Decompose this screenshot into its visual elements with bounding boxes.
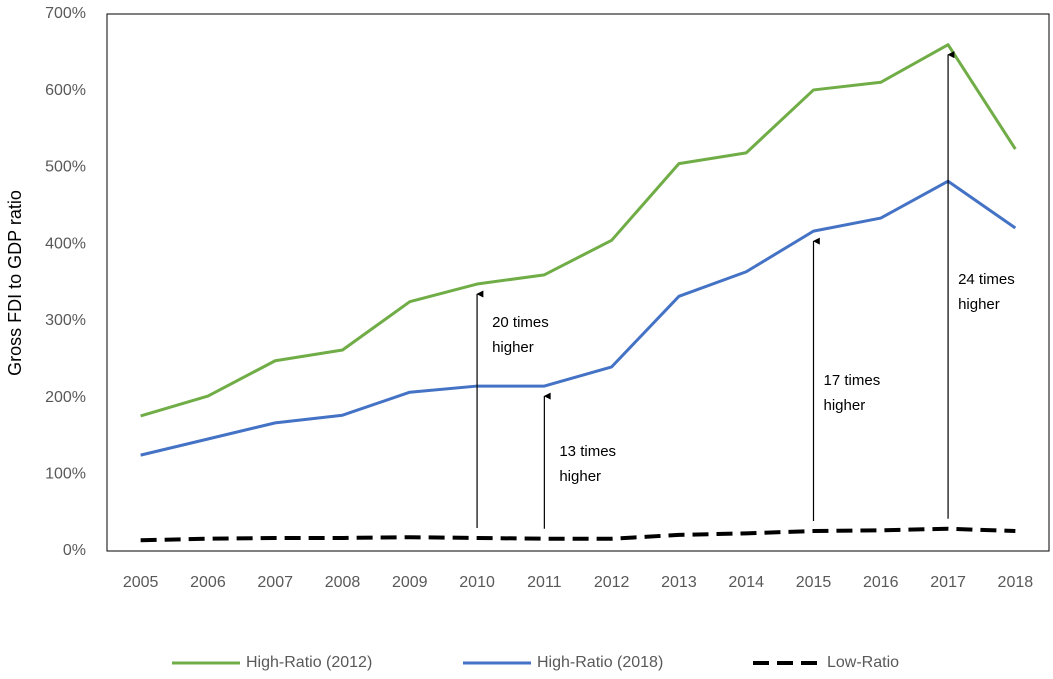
y-tick-label: 400% — [45, 235, 86, 252]
y-axis-label: Gross FDI to GDP ratio — [5, 190, 25, 376]
x-tick-label: 2005 — [123, 574, 159, 591]
series-line — [140, 179, 1017, 457]
annotation-text: 13 times — [559, 443, 616, 460]
x-tick-label: 2015 — [796, 574, 832, 591]
annotation-text: higher — [824, 397, 866, 414]
x-tick-label: 2010 — [459, 574, 495, 591]
legend-label: Low-Ratio — [827, 654, 899, 671]
annotation-text: 24 times — [958, 271, 1015, 288]
x-tick-label: 2006 — [190, 574, 226, 591]
y-tick-label: 700% — [45, 5, 86, 22]
y-tick-label: 200% — [45, 389, 86, 406]
x-tick-label: 2017 — [930, 574, 966, 591]
annotation-text: higher — [958, 296, 1000, 313]
annotation-text: 17 times — [824, 372, 881, 389]
annotation-text: 20 times — [492, 314, 549, 331]
legend-label: High-Ratio (2018) — [537, 654, 663, 671]
annotation-text: higher — [492, 339, 534, 356]
x-tick-label: 2009 — [392, 574, 428, 591]
y-tick-label: 0% — [63, 542, 86, 559]
y-tick-label: 600% — [45, 82, 86, 99]
x-tick-label: 2012 — [594, 574, 630, 591]
plot-frame — [106, 13, 1050, 552]
legend-label: High-Ratio (2012) — [246, 654, 372, 671]
x-tick-label: 2008 — [325, 574, 361, 591]
x-tick-label: 2016 — [863, 574, 899, 591]
y-tick-label: 100% — [45, 466, 86, 483]
annotation-text: higher — [559, 468, 601, 485]
y-tick-label: 500% — [45, 159, 86, 176]
x-tick-label: 2007 — [257, 574, 293, 591]
x-tick-label: 2011 — [527, 574, 562, 591]
y-tick-label: 300% — [45, 312, 86, 329]
series-line — [140, 43, 1017, 418]
series-line — [140, 526, 1016, 543]
x-tick-label: 2013 — [661, 574, 697, 591]
x-tick-label: 2018 — [998, 574, 1034, 591]
x-tick-label: 2014 — [728, 574, 764, 591]
